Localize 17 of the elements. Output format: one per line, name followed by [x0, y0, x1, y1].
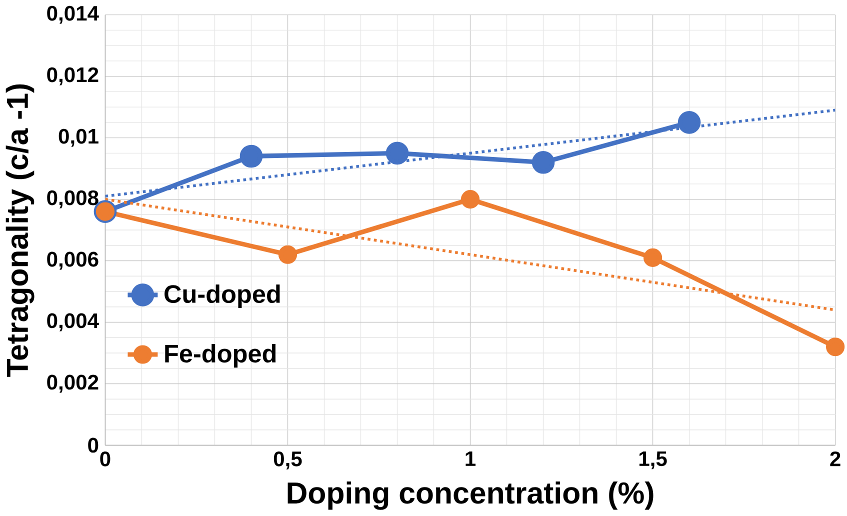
y-tick-label: 0,012 — [47, 67, 98, 86]
y-tick-label: 0,014 — [47, 6, 99, 24]
y-tick-label: 0,002 — [47, 374, 98, 393]
y-tick-label: 0,008 — [47, 190, 98, 208]
y-tick-label: 0,006 — [47, 252, 98, 270]
x-tick-label: 0 — [100, 452, 110, 466]
legend-label: Cu-doped — [164, 284, 280, 308]
y-axis-title: Tetragonality (c/a -1) — [6, 84, 34, 378]
x-axis-title: Doping concentration (%) — [288, 482, 654, 510]
x-tick-label: 0,5 — [274, 452, 302, 470]
y-tick-label: 0 — [88, 438, 98, 453]
y-tick-label: 0,004 — [47, 313, 99, 332]
x-tick-label: 2 — [830, 452, 840, 466]
x-tick-label: 1,5 — [639, 452, 667, 470]
y-tick-label: 0,01 — [58, 128, 98, 147]
x-tick-label: 1 — [466, 452, 476, 466]
legend-label: Fe-doped — [165, 344, 276, 368]
